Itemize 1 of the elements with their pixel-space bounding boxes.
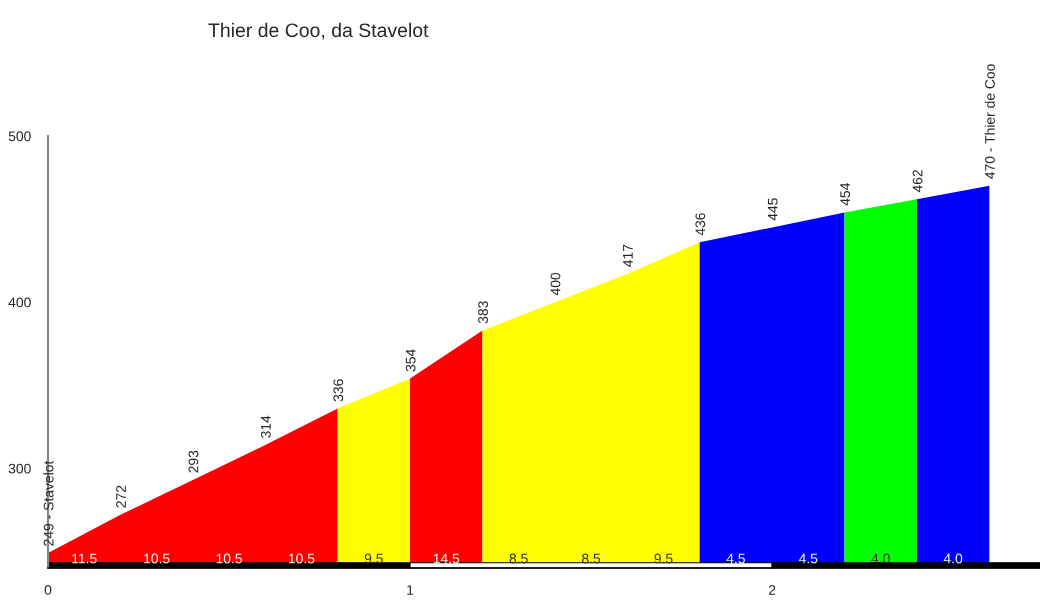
chart-title: Thier de Coo, da Stavelot <box>208 22 429 40</box>
